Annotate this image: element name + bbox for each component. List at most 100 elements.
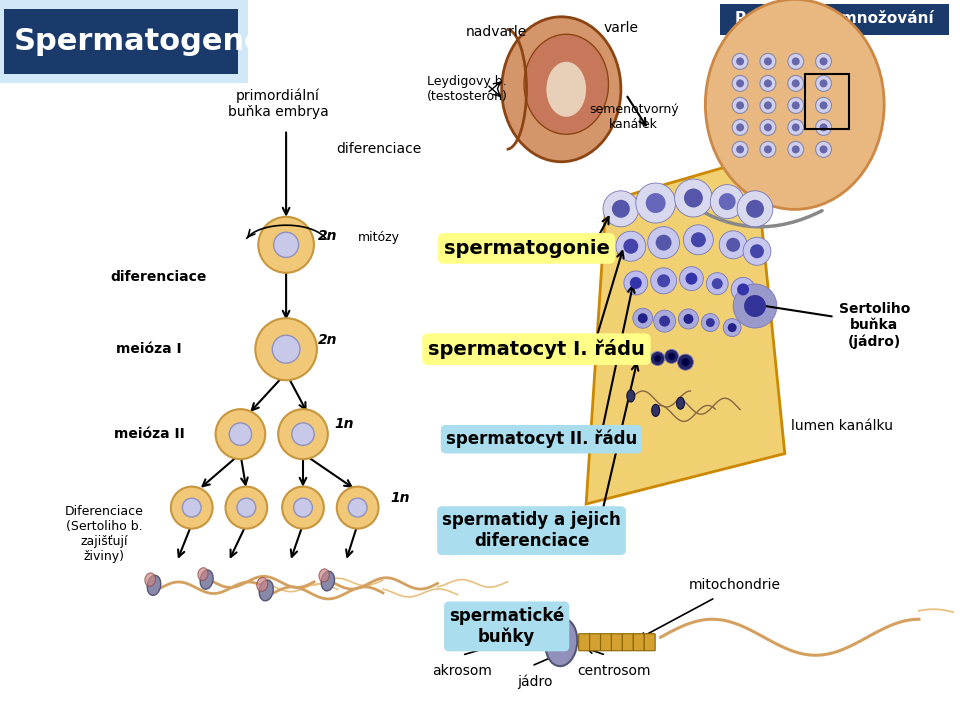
Circle shape bbox=[656, 235, 672, 251]
Circle shape bbox=[684, 314, 693, 324]
Circle shape bbox=[728, 323, 736, 332]
FancyBboxPatch shape bbox=[589, 634, 601, 651]
Ellipse shape bbox=[200, 570, 213, 589]
Circle shape bbox=[733, 284, 777, 328]
Circle shape bbox=[294, 498, 312, 517]
Circle shape bbox=[691, 233, 706, 247]
Circle shape bbox=[760, 141, 776, 158]
Circle shape bbox=[760, 97, 776, 114]
Ellipse shape bbox=[147, 575, 160, 595]
Circle shape bbox=[633, 308, 653, 328]
Circle shape bbox=[792, 102, 800, 109]
Circle shape bbox=[760, 53, 776, 69]
Circle shape bbox=[816, 141, 831, 158]
Circle shape bbox=[760, 120, 776, 135]
Circle shape bbox=[648, 227, 680, 258]
Circle shape bbox=[612, 200, 630, 218]
Text: akrosom: akrosom bbox=[432, 664, 492, 678]
Circle shape bbox=[788, 120, 804, 135]
Circle shape bbox=[816, 97, 831, 114]
Circle shape bbox=[719, 231, 747, 258]
Text: 2n: 2n bbox=[318, 333, 337, 347]
Circle shape bbox=[680, 266, 704, 291]
Circle shape bbox=[685, 273, 697, 284]
Ellipse shape bbox=[322, 571, 334, 591]
Circle shape bbox=[744, 295, 766, 317]
Circle shape bbox=[732, 141, 748, 158]
FancyBboxPatch shape bbox=[634, 634, 644, 651]
Circle shape bbox=[736, 102, 744, 109]
Circle shape bbox=[646, 193, 665, 213]
Text: mitochondrie: mitochondrie bbox=[689, 577, 781, 592]
Text: spermatidy a jejich
diferenciace: spermatidy a jejich diferenciace bbox=[443, 511, 621, 550]
Circle shape bbox=[654, 310, 676, 332]
Circle shape bbox=[820, 58, 828, 66]
Text: spermatocyt II. řádu: spermatocyt II. řádu bbox=[445, 430, 637, 449]
Text: spermatocyt I. řádu: spermatocyt I. řádu bbox=[428, 339, 645, 359]
Circle shape bbox=[658, 274, 670, 287]
Circle shape bbox=[746, 200, 764, 218]
Text: 1n: 1n bbox=[335, 418, 354, 431]
Circle shape bbox=[710, 184, 744, 219]
FancyBboxPatch shape bbox=[0, 0, 248, 83]
Circle shape bbox=[226, 487, 267, 528]
Text: spermatogonie: spermatogonie bbox=[444, 239, 610, 258]
Text: mitózy: mitózy bbox=[358, 231, 399, 244]
Text: 2n: 2n bbox=[318, 229, 337, 243]
Circle shape bbox=[736, 79, 744, 87]
Circle shape bbox=[678, 354, 693, 370]
Circle shape bbox=[792, 145, 800, 153]
Ellipse shape bbox=[627, 390, 635, 402]
Ellipse shape bbox=[541, 612, 565, 644]
Circle shape bbox=[816, 76, 831, 91]
Circle shape bbox=[736, 145, 744, 153]
Circle shape bbox=[640, 351, 647, 358]
Text: nadvarle: nadvarle bbox=[467, 25, 527, 40]
Ellipse shape bbox=[256, 577, 268, 591]
Circle shape bbox=[788, 76, 804, 91]
Text: meióza II: meióza II bbox=[113, 427, 184, 441]
Circle shape bbox=[732, 97, 748, 114]
FancyBboxPatch shape bbox=[720, 4, 948, 35]
Circle shape bbox=[764, 145, 772, 153]
Circle shape bbox=[792, 79, 800, 87]
Circle shape bbox=[182, 498, 201, 517]
Circle shape bbox=[816, 53, 831, 69]
Ellipse shape bbox=[502, 17, 621, 162]
Circle shape bbox=[726, 238, 740, 252]
Text: Diferenciace
(Sertoliho b.
zajišťují
živiny): Diferenciace (Sertoliho b. zajišťují živ… bbox=[65, 505, 144, 563]
Circle shape bbox=[273, 336, 300, 363]
Circle shape bbox=[624, 271, 648, 295]
Circle shape bbox=[764, 123, 772, 132]
Circle shape bbox=[788, 97, 804, 114]
Text: diferenciace: diferenciace bbox=[336, 142, 421, 156]
Text: jádro: jádro bbox=[516, 675, 552, 689]
Circle shape bbox=[702, 314, 719, 331]
Text: Pohlavní rozmnožování: Pohlavní rozmnožování bbox=[735, 12, 934, 26]
FancyBboxPatch shape bbox=[612, 634, 622, 651]
Polygon shape bbox=[587, 158, 785, 504]
Text: Leydigovy b.
(testosteron): Leydigovy b. (testosteron) bbox=[427, 76, 508, 103]
Text: varle: varle bbox=[604, 21, 638, 35]
Ellipse shape bbox=[545, 618, 577, 666]
Circle shape bbox=[337, 487, 378, 528]
Ellipse shape bbox=[259, 580, 274, 600]
Circle shape bbox=[792, 123, 800, 132]
Circle shape bbox=[764, 79, 772, 87]
Ellipse shape bbox=[652, 405, 660, 416]
Text: centrosom: centrosom bbox=[577, 664, 651, 678]
Text: meióza I: meióza I bbox=[116, 342, 181, 356]
Circle shape bbox=[820, 145, 828, 153]
Circle shape bbox=[682, 358, 689, 366]
Circle shape bbox=[216, 409, 265, 459]
FancyBboxPatch shape bbox=[622, 634, 634, 651]
Circle shape bbox=[229, 423, 252, 446]
Circle shape bbox=[637, 313, 648, 323]
Circle shape bbox=[719, 193, 735, 210]
Circle shape bbox=[732, 76, 748, 91]
Text: 1n: 1n bbox=[391, 491, 410, 505]
Circle shape bbox=[792, 58, 800, 66]
Ellipse shape bbox=[546, 62, 587, 117]
Ellipse shape bbox=[677, 397, 684, 409]
Circle shape bbox=[764, 58, 772, 66]
